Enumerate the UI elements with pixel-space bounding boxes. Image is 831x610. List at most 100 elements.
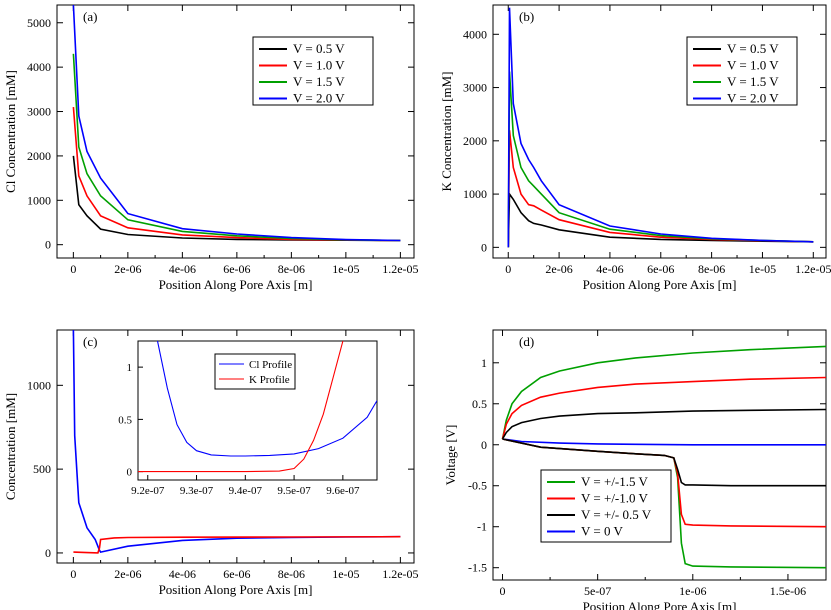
y-tick-label: 3000 xyxy=(463,81,487,95)
inset-legend-box xyxy=(214,353,296,390)
panel-label: (b) xyxy=(519,9,534,24)
plot-frame xyxy=(56,329,415,564)
series-line-2 xyxy=(73,535,401,554)
series-line-4 xyxy=(502,438,826,446)
inset-x-tick-label: 9.4e-07 xyxy=(229,485,263,497)
x-tick-label: 6e-06 xyxy=(223,262,250,276)
x-tick-label: 1e-05 xyxy=(749,262,776,276)
series-group xyxy=(501,345,826,569)
inset-y-tick-label: 1 xyxy=(127,362,133,374)
inset-series-line-1 xyxy=(156,341,377,457)
x-tick-label: 6e-06 xyxy=(223,567,250,581)
series-line-2 xyxy=(501,376,826,440)
x-axis-label: Position Along Pore Axis [m] xyxy=(159,277,313,292)
x-tick-label: 1.2e-05 xyxy=(382,262,418,276)
inset-chart: 9.2e-07 9.3e-07 9.4e-07 9.5e-07 9.6e-07 0 0.5 1… xyxy=(118,340,378,497)
x-tick-label: 0 xyxy=(70,262,76,276)
x-tick-label: 1e-06 xyxy=(679,584,706,598)
series-group xyxy=(72,5,401,242)
x-tick-label: 8e-06 xyxy=(278,567,305,581)
legend-entry: V = +/- 0.5 V xyxy=(581,507,652,522)
series-line-1 xyxy=(72,155,401,242)
y-axis-label: Cl Concentration [mM] xyxy=(3,70,18,193)
legend-entry: V = 1.0 V xyxy=(293,58,345,73)
legend-entry: V = 1.5 V xyxy=(727,74,779,89)
y-tick-label: 0 xyxy=(45,238,51,252)
legend-entry: V = 2.0 V xyxy=(727,91,779,106)
legend-entry: V = 1.0 V xyxy=(727,58,779,73)
series-line-2 xyxy=(72,107,401,242)
inset-x-tick-label: 9.2e-07 xyxy=(131,485,165,497)
y-axis-label: Concentration [mM] xyxy=(3,393,18,500)
panel-label: (c) xyxy=(83,334,97,349)
x-axis-label: Position Along Pore Axis [m] xyxy=(583,277,737,292)
x-tick-label: 2e-06 xyxy=(114,567,141,581)
inset-x-tick-label: 9.5e-07 xyxy=(277,485,311,497)
y-tick-label: 500 xyxy=(33,462,51,476)
legend-entry: V = 0.5 V xyxy=(293,41,345,56)
series-line-2 xyxy=(507,130,814,248)
x-tick-label: 6e-06 xyxy=(647,262,674,276)
series-line-7 xyxy=(502,438,826,487)
plot-frame xyxy=(56,4,415,259)
inset-legend-entry: K Profile xyxy=(249,374,290,386)
y-tick-label: 5000 xyxy=(27,16,51,30)
x-axis-label: Position Along Pore Axis [m] xyxy=(159,582,313,597)
inset-y-tick-label: 0 xyxy=(127,467,133,479)
y-tick-label: 1000 xyxy=(27,193,51,207)
series-line-1 xyxy=(507,191,814,248)
y-tick-label: 2000 xyxy=(27,149,51,163)
panel-label: (a) xyxy=(83,9,97,24)
legend: V = 0.5 V V = 1.0 VV = 1.5 V V = 2.0 V xyxy=(252,36,374,106)
x-tick-label: 1e-05 xyxy=(332,262,359,276)
x-tick-label: 5e-07 xyxy=(584,584,611,598)
y-tick-label: -0.5 xyxy=(468,479,487,493)
y-tick-label: -1.5 xyxy=(468,561,487,575)
y-axis-label: K Concentration [mM] xyxy=(439,72,454,192)
series-line-3 xyxy=(501,408,826,440)
x-axis-label: Position Along Pore Axis [m] xyxy=(583,599,737,610)
series-line-4 xyxy=(72,5,401,242)
x-tick-label: 0 xyxy=(505,262,511,276)
y-tick-label: 4000 xyxy=(27,60,51,74)
x-tick-label: 1.5e-06 xyxy=(770,584,806,598)
y-tick-label: 0 xyxy=(481,438,487,452)
y-tick-label: 0.5 xyxy=(472,397,487,411)
y-tick-label: 0 xyxy=(481,240,487,254)
legend-entry: V = +/-1.5 V xyxy=(581,474,649,489)
series-line-4 xyxy=(507,7,814,248)
series-group xyxy=(72,330,401,554)
legend-entry: V = 0.5 V xyxy=(727,41,779,56)
chart-panel-4: 0 5e-07 1e-06 1.5e-06 -1.5 -1 -0.5 0 0.5 1 Positio… xyxy=(443,329,827,610)
chart-panel-2: 0 2e-06 4e-06 6e-06 8e-06 1e-05 1.2e-05 0 1000 20… xyxy=(439,4,831,292)
y-tick-label: 1000 xyxy=(27,378,51,392)
inset-legend: Cl Profile K Profile xyxy=(214,353,296,390)
series-line-1 xyxy=(501,345,826,440)
x-tick-label: 2e-06 xyxy=(545,262,572,276)
y-tick-label: 1 xyxy=(481,356,487,370)
legend: V = +/-1.5 V V = +/-1.0 VV = +/- 0.5 V V =… xyxy=(540,469,672,543)
inset-legend-entry: Cl Profile xyxy=(249,359,292,371)
x-tick-label: 0 xyxy=(70,567,76,581)
x-tick-label: 4e-06 xyxy=(169,567,196,581)
legend-entry: V = +/-1.0 V xyxy=(581,491,649,506)
inset-y-tick-label: 0.5 xyxy=(118,414,132,426)
x-tick-label: 1.2e-05 xyxy=(795,262,831,276)
panel-label: (d) xyxy=(519,334,534,349)
plot-frame xyxy=(492,329,827,581)
plot-frame xyxy=(492,4,827,259)
y-tick-label: 4000 xyxy=(463,27,487,41)
chart-panel-1: 0 2e-06 4e-06 6e-06 8e-06 1e-05 1.2e-05 0 1000 20… xyxy=(3,4,419,292)
y-axis-label: Voltage [V] xyxy=(443,425,458,486)
x-tick-label: 2e-06 xyxy=(114,262,141,276)
inset-series-line-2 xyxy=(138,341,344,473)
y-tick-label: -1 xyxy=(477,520,487,534)
y-tick-label: 3000 xyxy=(27,105,51,119)
y-tick-label: 0 xyxy=(45,546,51,560)
legend-entry: V = 1.5 V xyxy=(293,74,345,89)
legend: V = 0.5 V V = 1.0 VV = 1.5 V V = 2.0 V xyxy=(686,36,798,106)
x-tick-label: 4e-06 xyxy=(169,262,196,276)
legend-entry: V = 2.0 V xyxy=(293,91,345,106)
x-tick-label: 1.2e-05 xyxy=(382,567,418,581)
